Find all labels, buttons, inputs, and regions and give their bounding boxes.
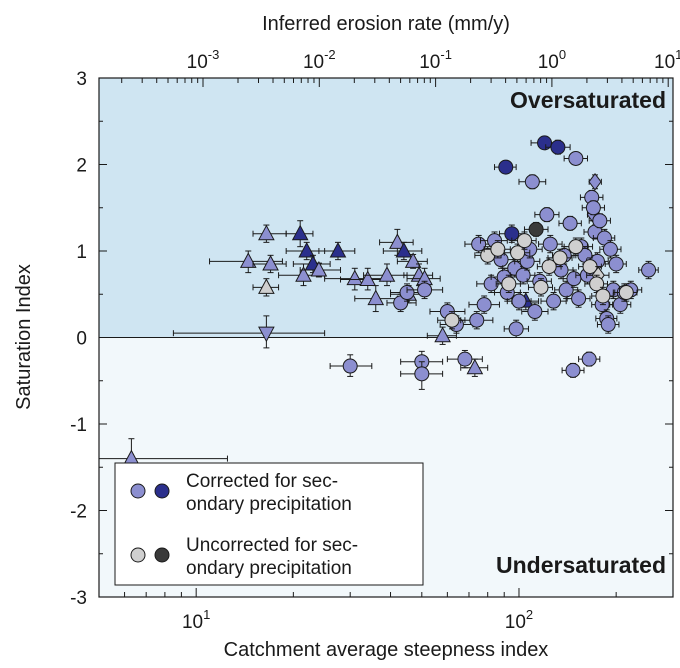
oversaturated-label: Oversaturated — [510, 87, 666, 113]
corrected-point — [641, 262, 657, 278]
corrected-point — [568, 150, 584, 166]
legend-entry-corrected-line2: ondary precipitation — [186, 494, 352, 515]
legend-marker-uncorrected-dark — [154, 547, 170, 563]
corrected-point — [476, 297, 492, 313]
x-tick-label: 102 — [505, 607, 533, 633]
uncorrected-point — [516, 233, 532, 249]
undersaturated-label: Undersaturated — [496, 552, 666, 578]
corrected-point — [466, 358, 484, 375]
corrected-point — [581, 351, 597, 367]
corrected-point — [310, 260, 328, 277]
corrected-point — [417, 282, 433, 298]
corrected-point — [539, 207, 555, 223]
corrected-point — [585, 200, 601, 216]
corrected-point — [239, 252, 257, 268]
corrected-point — [378, 266, 396, 282]
corrected-point — [537, 135, 553, 151]
corrected-point — [258, 326, 275, 343]
corrected-point — [602, 241, 618, 257]
top-axis-label: Inferred erosion rate (mm/y) — [262, 13, 510, 35]
uncorrected-point — [501, 276, 517, 292]
corrected-point — [566, 271, 582, 287]
corrected-point — [542, 236, 558, 252]
uncorrected-point — [541, 259, 557, 275]
x-tick-label: 101 — [182, 607, 210, 633]
y-tick-label: -2 — [70, 502, 87, 523]
y-axis-label: Saturation Index — [13, 264, 35, 410]
uncorrected-point — [568, 239, 584, 255]
uncorrected-point — [258, 278, 275, 294]
uncorrected-point — [490, 241, 506, 257]
legend: Corrected for sec- ondary precipitation … — [114, 462, 424, 586]
corrected-point — [471, 236, 487, 252]
uncorrected-point — [510, 245, 526, 261]
legend-box — [114, 462, 424, 586]
x-axis-label: Catchment average steepness index — [224, 639, 549, 661]
top-tick-label: 10-1 — [419, 47, 452, 73]
corrected-point — [359, 270, 377, 287]
corrected-point — [527, 304, 543, 320]
legend-entry-uncorrected-line2: ondary precipitation — [186, 558, 352, 579]
legend-entry-uncorrected-line1: Uncorrected for sec- — [186, 535, 358, 556]
corrected-point — [592, 213, 608, 229]
legend-marker-uncorrected-light — [130, 547, 146, 563]
corrected-point — [469, 312, 485, 328]
legend-marker-corrected-dark — [154, 483, 170, 499]
top-tick-label: 101 — [654, 47, 680, 73]
corrected-point — [298, 241, 316, 258]
corrected-point — [414, 366, 430, 382]
corrected-point — [600, 317, 616, 333]
corrected-point — [457, 351, 473, 367]
corrected-point — [291, 224, 309, 241]
corrected-point — [608, 256, 624, 272]
y-tick-label: -3 — [70, 588, 87, 609]
corrected-point — [258, 224, 275, 241]
corrected-point — [515, 267, 531, 283]
uncorrected-point — [595, 288, 611, 304]
corrected-point — [498, 159, 514, 175]
corrected-point — [562, 215, 578, 231]
corrected-point — [262, 254, 279, 271]
data-points — [98, 135, 659, 473]
top-tick-label: 10-2 — [303, 47, 336, 73]
corrected-point — [571, 291, 587, 307]
uncorrected-point — [533, 279, 549, 295]
corrected-point — [367, 289, 385, 306]
corrected-point — [295, 266, 312, 282]
corrected-point — [346, 269, 364, 286]
y-tick-label: 2 — [76, 156, 87, 177]
corrected-point — [546, 293, 562, 309]
corrected-point — [524, 174, 540, 190]
x-axis-ticks: 101 102 — [98, 588, 674, 633]
corrected-point — [389, 233, 406, 249]
uncorrected-point — [618, 285, 634, 301]
uncorrected-point — [552, 250, 568, 266]
corrected-point — [565, 362, 581, 378]
uncorrected-point — [528, 221, 544, 237]
corrected-point — [508, 321, 524, 337]
y-tick-label: 0 — [76, 329, 87, 350]
corrected-point — [329, 241, 347, 258]
corrected-point — [550, 139, 566, 155]
legend-entry-corrected-line1: Corrected for sec- — [186, 471, 338, 492]
corrected-point — [588, 172, 602, 191]
y-tick-label: 3 — [76, 69, 87, 90]
y-tick-label: -1 — [70, 415, 87, 436]
corrected-point — [395, 241, 413, 258]
y-axis-ticks: 3 2 1 0 -1 -2 -3 — [70, 69, 673, 609]
top-tick-label: 100 — [538, 47, 566, 73]
corrected-point — [434, 326, 451, 343]
corrected-point — [511, 293, 527, 309]
y-tick-label: 1 — [76, 242, 87, 263]
corrected-point — [558, 282, 574, 298]
corrected-point — [342, 358, 358, 374]
legend-marker-corrected-light — [130, 483, 146, 499]
top-tick-label: 10-3 — [187, 47, 220, 73]
top-axis-ticks: 10-3 10-2 10-1 100 101 — [121, 47, 680, 87]
uncorrected-point — [444, 312, 460, 328]
